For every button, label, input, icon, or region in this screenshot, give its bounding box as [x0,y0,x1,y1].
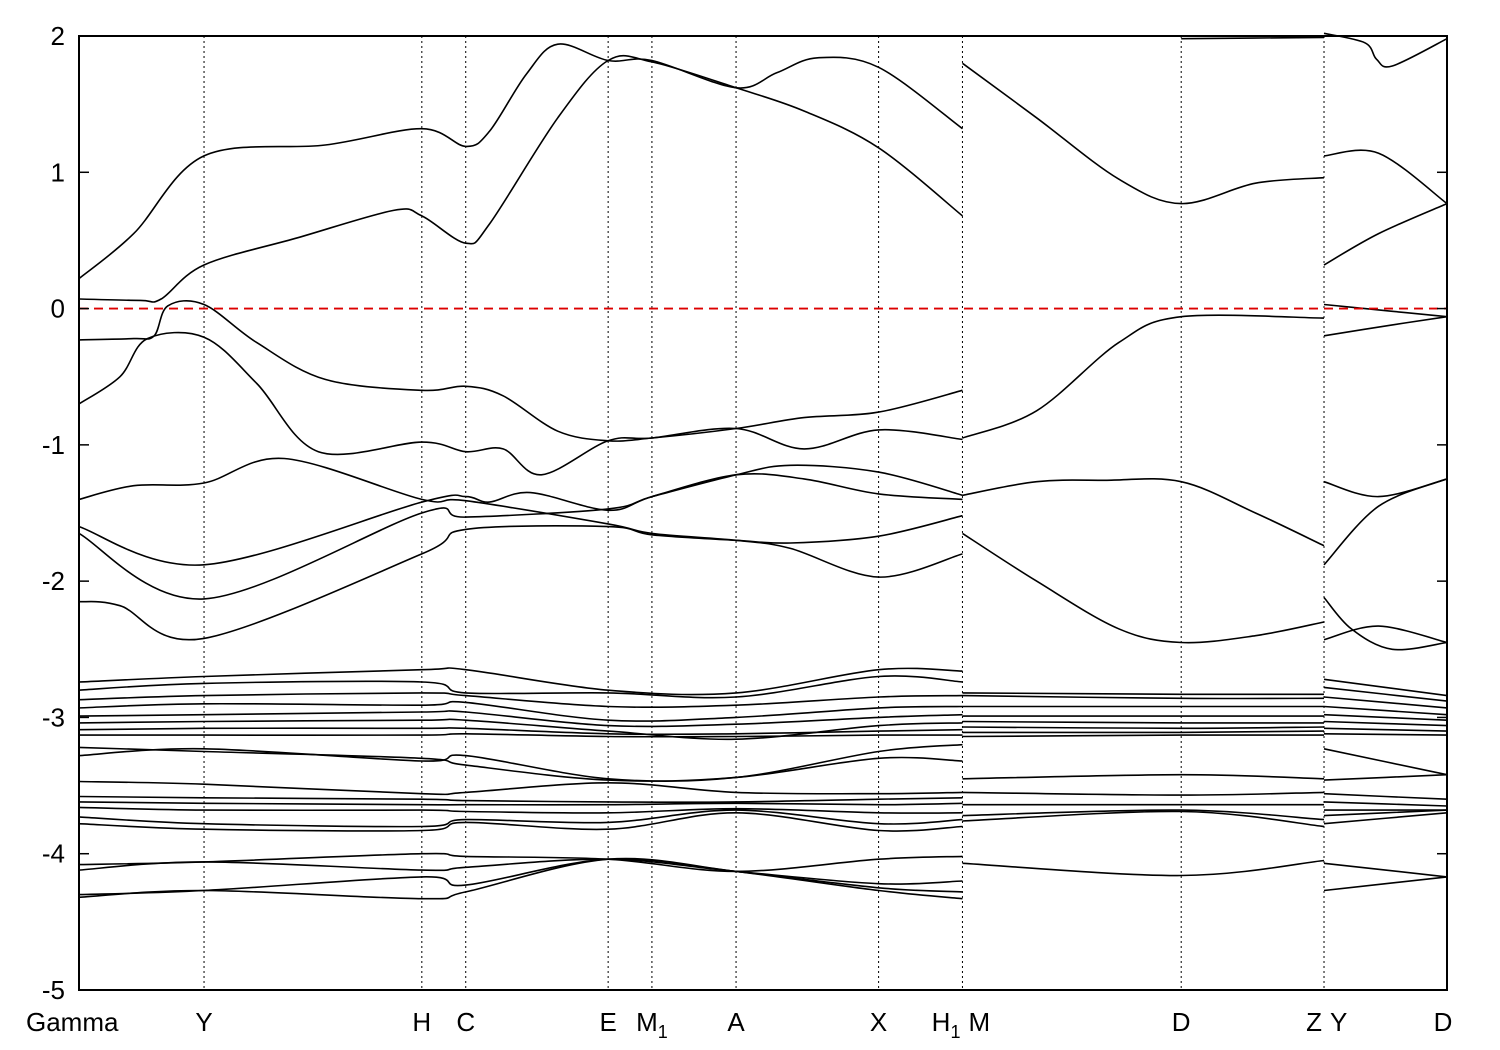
band-line [1323,773,1448,781]
band-line [962,730,1325,734]
band-line [1323,801,1448,807]
band-line [78,743,963,782]
band-line [79,732,963,738]
band-line [1323,713,1448,721]
band-line [1323,32,1448,68]
kpoint-label: H [412,1007,431,1037]
band-line [1323,696,1448,709]
band-line [962,478,1325,547]
y-tick-label: -3 [42,702,65,732]
kpoint-label: H1 [932,1007,961,1042]
kpoint-label: M [968,1007,990,1037]
band-line [78,809,963,828]
band-line [78,331,963,476]
band-line [962,734,1325,738]
band-line [78,795,963,804]
band-line [1323,876,1448,892]
kpoint-label: C [456,1007,475,1037]
band-line [962,692,1325,696]
band-line [78,801,963,806]
band-line [78,464,963,600]
band-line [1323,686,1448,702]
band-line [1323,792,1448,800]
band-line [1181,36,1325,40]
kpoint-label: D [1172,1007,1191,1037]
band-line [78,710,963,728]
band-line [1323,315,1448,337]
band-line [78,700,963,722]
band-line [962,809,1325,821]
kpoint-label: Gamma [26,1007,119,1037]
band-line [962,773,1325,780]
kpoint-label: Z [1306,1007,1322,1037]
band-line [1323,478,1448,498]
kpoint-subscript: 1 [658,1022,668,1042]
y-tick-label: 2 [51,21,65,51]
band-line [1323,812,1448,825]
band-line [78,811,963,832]
band-line [1323,149,1448,205]
band-line [962,694,1325,700]
kpoint-divider-lines [203,36,1325,990]
band-line [962,810,1325,828]
band-line [1323,202,1448,266]
band-lines [78,32,1448,900]
band-line [78,675,963,699]
kpoint-label: X [870,1007,887,1037]
plot-frame [78,35,1448,991]
band-line [78,858,963,896]
y-axis-ticks: 2 1 0 -1 -2 -3 -4 -5 [42,21,1447,1005]
band-line [78,457,963,578]
band-line [1323,720,1448,727]
band-line [78,746,963,782]
band-line [78,472,963,566]
band-line [962,726,1325,730]
kpoint-label: M1 [636,1007,668,1042]
band-line [78,806,963,814]
band-line [1323,748,1448,776]
band-line [78,43,963,280]
band-line [962,720,1325,724]
band-line [962,859,1325,877]
band-line [78,780,963,796]
band-line [78,727,963,736]
kpoint-label: A [727,1007,745,1037]
band-line [78,514,963,641]
band-line [962,314,1325,439]
kpoint-label: Y [195,1007,212,1037]
band-line [78,857,963,900]
band-line [78,300,963,442]
band-line [1323,862,1448,878]
band-line [1323,478,1448,566]
band-line [1323,596,1448,651]
band-line [1323,809,1448,817]
band-line [78,858,963,885]
band-line [1323,727,1448,732]
band-line [1323,678,1448,697]
y-tick-label: 0 [51,294,65,324]
band-line [1323,303,1448,318]
band-line [78,692,963,709]
band-line [78,667,963,696]
band-line [962,532,1325,644]
band-line [962,791,1325,796]
kpoint-label: Y [1330,1007,1347,1037]
band-line [962,62,1325,205]
band-line [78,54,964,303]
kpoint-label: D [1434,1007,1453,1037]
band-line [78,718,963,741]
kpoint-label: E [599,1007,616,1037]
x-axis-kpoint-labels: Gamma Y H C E M1 A X H1 M D Z Y D [26,1007,1452,1042]
y-tick-label: -1 [42,430,65,460]
band-line [1323,733,1448,736]
band-line [1323,625,1448,644]
kpoint-subscript: 1 [950,1022,960,1042]
band-line [1323,705,1448,716]
y-tick-label: 1 [51,157,65,187]
y-tick-label: -2 [42,566,65,596]
y-tick-label: -4 [42,839,65,869]
y-tick-label: -5 [42,975,65,1005]
